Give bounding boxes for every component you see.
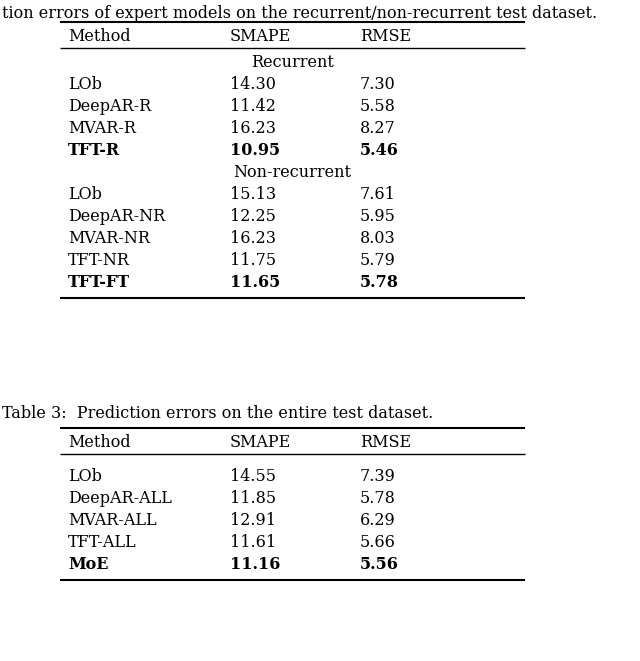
- Text: 6.29: 6.29: [360, 512, 396, 529]
- Text: Method: Method: [68, 28, 131, 45]
- Text: 12.25: 12.25: [230, 208, 276, 225]
- Text: 16.23: 16.23: [230, 230, 276, 247]
- Text: 12.91: 12.91: [230, 512, 276, 529]
- Text: SMAPE: SMAPE: [230, 434, 291, 451]
- Text: 10.95: 10.95: [230, 142, 280, 159]
- Text: 7.39: 7.39: [360, 468, 396, 485]
- Text: 11.75: 11.75: [230, 252, 276, 269]
- Text: RMSE: RMSE: [360, 28, 411, 45]
- Text: 14.30: 14.30: [230, 76, 276, 93]
- Text: 5.58: 5.58: [360, 98, 396, 115]
- Text: Recurrent: Recurrent: [251, 54, 334, 71]
- Text: DeepAR-NR: DeepAR-NR: [68, 208, 165, 225]
- Text: 5.95: 5.95: [360, 208, 396, 225]
- Text: 11.16: 11.16: [230, 556, 280, 573]
- Text: TFT-NR: TFT-NR: [68, 252, 130, 269]
- Text: 5.46: 5.46: [360, 142, 399, 159]
- Text: DeepAR-R: DeepAR-R: [68, 98, 151, 115]
- Text: 5.79: 5.79: [360, 252, 396, 269]
- Text: TFT-FT: TFT-FT: [68, 274, 130, 291]
- Text: RMSE: RMSE: [360, 434, 411, 451]
- Text: Non-recurrent: Non-recurrent: [234, 164, 351, 181]
- Text: 8.03: 8.03: [360, 230, 396, 247]
- Text: MVAR-R: MVAR-R: [68, 120, 136, 137]
- Text: SMAPE: SMAPE: [230, 28, 291, 45]
- Text: MoE: MoE: [68, 556, 109, 573]
- Text: 11.85: 11.85: [230, 490, 276, 507]
- Text: Table 3:  Prediction errors on the entire test dataset.: Table 3: Prediction errors on the entire…: [2, 405, 433, 422]
- Text: 11.42: 11.42: [230, 98, 276, 115]
- Text: LOb: LOb: [68, 76, 102, 93]
- Text: 5.78: 5.78: [360, 274, 399, 291]
- Text: DeepAR-ALL: DeepAR-ALL: [68, 490, 172, 507]
- Text: 7.61: 7.61: [360, 186, 396, 203]
- Text: LOb: LOb: [68, 186, 102, 203]
- Text: MVAR-ALL: MVAR-ALL: [68, 512, 157, 529]
- Text: TFT-ALL: TFT-ALL: [68, 534, 136, 551]
- Text: 5.66: 5.66: [360, 534, 396, 551]
- Text: 16.23: 16.23: [230, 120, 276, 137]
- Text: 7.30: 7.30: [360, 76, 396, 93]
- Text: 8.27: 8.27: [360, 120, 396, 137]
- Text: tion errors of expert models on the recurrent/non-recurrent test dataset.: tion errors of expert models on the recu…: [2, 5, 597, 22]
- Text: 15.13: 15.13: [230, 186, 276, 203]
- Text: MVAR-NR: MVAR-NR: [68, 230, 150, 247]
- Text: 14.55: 14.55: [230, 468, 276, 485]
- Text: TFT-R: TFT-R: [68, 142, 120, 159]
- Text: 5.78: 5.78: [360, 490, 396, 507]
- Text: Method: Method: [68, 434, 131, 451]
- Text: LOb: LOb: [68, 468, 102, 485]
- Text: 5.56: 5.56: [360, 556, 399, 573]
- Text: 11.65: 11.65: [230, 274, 280, 291]
- Text: 11.61: 11.61: [230, 534, 276, 551]
